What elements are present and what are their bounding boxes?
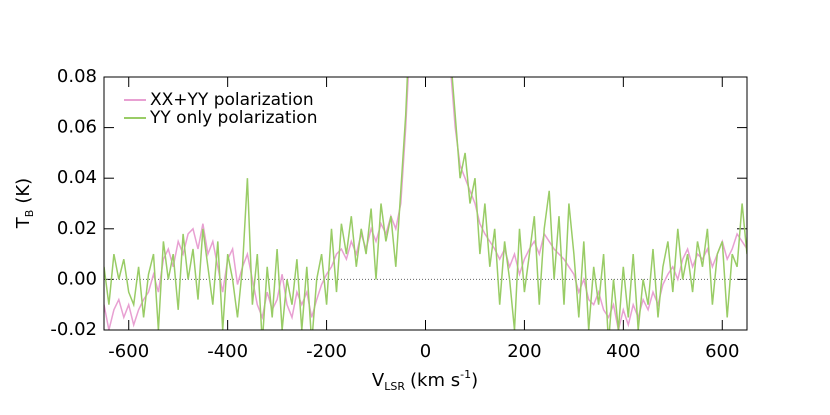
y-title-main: T	[13, 216, 34, 229]
y-axis-title: TB (K)	[13, 178, 36, 229]
y-title-sub: B	[23, 210, 36, 218]
legend-label: YY only polarization	[149, 108, 318, 128]
x-tick-label: -600	[108, 341, 149, 362]
x-title-main: V	[372, 370, 385, 391]
y-tick-label: 0.04	[57, 167, 97, 188]
legend-label: XX+YY polarization	[150, 90, 314, 110]
x-axis-title: VLSR (km s-1)	[372, 368, 478, 393]
y-title-unit: (K)	[13, 178, 34, 204]
y-tick-label: 0.08	[57, 66, 97, 87]
x-tick-label: 200	[507, 341, 541, 362]
x-title-unit: (km s	[410, 370, 460, 391]
x-tick-label: -400	[207, 341, 248, 362]
x-tick-label: 0	[420, 341, 431, 362]
y-tick-label: -0.02	[50, 319, 97, 340]
y-tick-label: 0.06	[57, 117, 97, 138]
x-tick-label: 600	[705, 341, 739, 362]
y-tick-label: 0.02	[57, 218, 97, 239]
x-tick-label: -200	[306, 341, 347, 362]
x-title-sup: -1	[460, 368, 471, 381]
x-title-close: )	[471, 370, 478, 391]
x-tick-label: 400	[606, 341, 640, 362]
data-line	[104, 77, 747, 330]
x-title-sub: LSR	[384, 380, 405, 393]
y-tick-label: 0.00	[57, 268, 97, 289]
plot-area	[104, 77, 747, 330]
plot-frame	[103, 76, 748, 331]
